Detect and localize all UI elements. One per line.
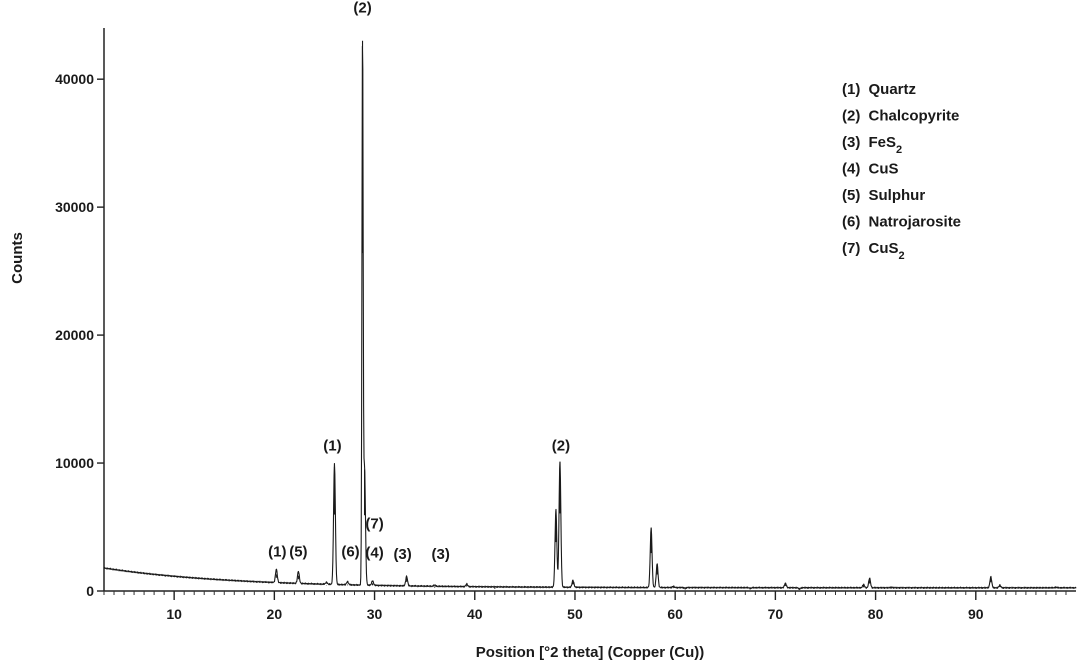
x-tick-label: 10 bbox=[166, 606, 182, 622]
legend-entry: (3) FeS2 bbox=[842, 134, 902, 156]
legend-entry: (6) Natrojarosite bbox=[842, 214, 961, 231]
y-tick-label: 0 bbox=[86, 583, 94, 599]
y-tick-label: 40000 bbox=[55, 71, 94, 87]
legend-entry: (1) Quartz bbox=[842, 81, 916, 98]
x-tick-label: 50 bbox=[567, 606, 583, 622]
minor-ticks bbox=[103, 591, 1067, 595]
peak-label: (7) bbox=[365, 515, 383, 532]
peak-label: (2) bbox=[353, 0, 371, 17]
x-tick-label: 80 bbox=[868, 606, 884, 622]
y-axis-title: Counts bbox=[9, 232, 26, 284]
x-tick-label: 40 bbox=[467, 606, 483, 622]
x-tick-label: 70 bbox=[768, 606, 784, 622]
y-tick-label: 30000 bbox=[55, 199, 94, 215]
peak-label: (6) bbox=[341, 543, 359, 560]
y-tick-label: 20000 bbox=[55, 327, 94, 343]
x-tick-label: 90 bbox=[968, 606, 984, 622]
legend: (1) Quartz (2) Chalcopyrite (3) FeS2 (4) Cu… bbox=[842, 81, 961, 262]
y-tick-label: 10000 bbox=[55, 455, 94, 471]
x-ticks: 10 20 30 40 50 60 70 80 90 bbox=[166, 591, 984, 622]
x-axis-title: Position [°2 theta] (Copper (Cu)) bbox=[476, 644, 704, 661]
legend-entry: (7) CuS2 bbox=[842, 240, 905, 262]
peak-label: (2) bbox=[552, 437, 570, 454]
x-tick-label: 30 bbox=[367, 606, 383, 622]
peak-label: (1) bbox=[323, 437, 341, 454]
peak-label: (5) bbox=[289, 543, 307, 560]
legend-entry: (2) Chalcopyrite bbox=[842, 108, 959, 125]
y-ticks: 0 10000 20000 30000 40000 bbox=[55, 71, 104, 599]
legend-entry: (5) Sulphur bbox=[842, 187, 925, 204]
x-tick-label: 60 bbox=[667, 606, 683, 622]
peak-label: (1) bbox=[268, 543, 286, 560]
legend-entry: (4) CuS bbox=[842, 161, 899, 178]
diffraction-pattern-line bbox=[103, 45, 1077, 590]
peak-label: (4) bbox=[365, 545, 383, 562]
peak-annotations: (2)(1) (2)(1) (5) (6)(7)(4) (3) (3) bbox=[268, 0, 1057, 590]
axes bbox=[103, 28, 1076, 592]
x-tick-label: 20 bbox=[267, 606, 283, 622]
peak-label: (3) bbox=[393, 546, 411, 563]
peak-label: (3) bbox=[432, 546, 450, 563]
